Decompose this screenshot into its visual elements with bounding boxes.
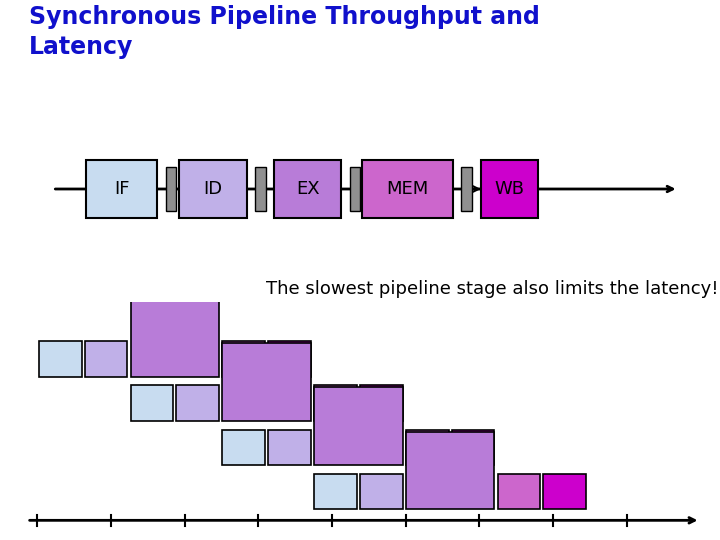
- Bar: [406, 431, 495, 509]
- Bar: [314, 474, 357, 509]
- Bar: [544, 474, 586, 509]
- Bar: [268, 341, 311, 376]
- Bar: [130, 299, 219, 376]
- Bar: [85, 341, 127, 376]
- Bar: [176, 386, 219, 421]
- Bar: [350, 167, 361, 211]
- Bar: [179, 160, 247, 218]
- Bar: [360, 474, 402, 509]
- Bar: [462, 167, 472, 211]
- Bar: [481, 160, 539, 218]
- Text: EX: EX: [296, 180, 320, 198]
- Text: Synchronous Pipeline Throughput and
Latency: Synchronous Pipeline Throughput and Late…: [29, 5, 540, 59]
- Bar: [222, 429, 265, 465]
- Bar: [86, 160, 158, 218]
- Text: The slowest pipeline stage also limits the latency!!: The slowest pipeline stage also limits t…: [266, 280, 720, 298]
- Text: IF: IF: [114, 180, 130, 198]
- Bar: [314, 387, 402, 465]
- Bar: [406, 429, 449, 465]
- Bar: [268, 429, 311, 465]
- Bar: [166, 167, 176, 211]
- Bar: [451, 429, 495, 465]
- Text: ID: ID: [203, 180, 222, 198]
- Bar: [360, 386, 402, 421]
- Bar: [222, 341, 265, 376]
- Bar: [361, 160, 453, 218]
- Bar: [498, 474, 540, 509]
- Bar: [314, 386, 357, 421]
- Bar: [274, 160, 341, 218]
- Text: MEM: MEM: [387, 180, 428, 198]
- Bar: [222, 343, 311, 421]
- Bar: [39, 341, 81, 376]
- Text: WB: WB: [495, 180, 525, 198]
- Bar: [130, 386, 174, 421]
- Bar: [255, 167, 266, 211]
